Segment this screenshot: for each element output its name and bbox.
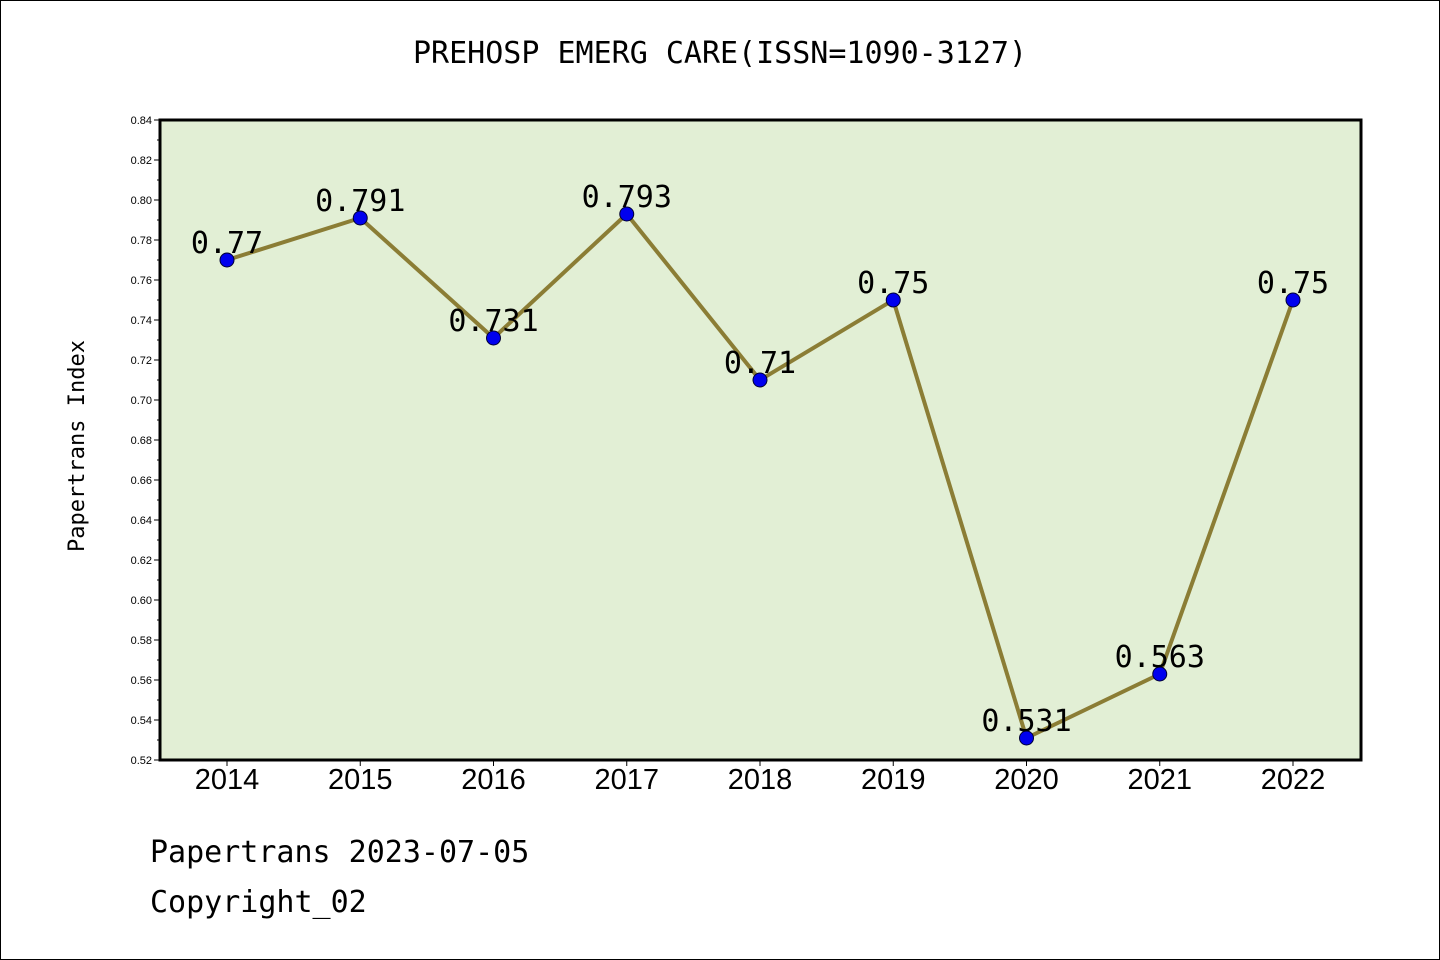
chart-title: PREHOSP EMERG CARE(ISSN=1090-3127) [412,36,1028,71]
data-point [486,330,501,346]
y-tick-label: 0.72 [131,355,152,367]
x-tick-label: 2019 [861,764,926,796]
data-point [1152,666,1168,682]
x-tick-label: 2016 [461,764,526,796]
data-markers [219,206,1301,746]
x-tick-label: 2015 [328,764,393,796]
x-axis: 2014 2015 2016 2017 2018 2019 2020 2021 2022 [195,760,1326,796]
data-label: 0.731 [448,304,538,339]
plot-area [158,118,1363,762]
data-point [1019,730,1034,746]
y-tick-label: 0.84 [131,115,152,127]
y-tick-label: 0.64 [131,515,152,527]
data-label: 0.75 [857,266,929,301]
data-label: 0.791 [315,184,405,219]
y-axis-label: Papertrans Index [65,340,90,552]
data-label: 0.77 [191,226,263,261]
data-label: 0.531 [981,704,1071,739]
data-point [619,206,635,222]
data-label: 0.71 [724,346,796,381]
y-tick-label: 0.80 [131,195,152,207]
x-tick-label: 2018 [728,764,793,796]
y-tick-label: 0.68 [131,435,152,447]
data-point [885,292,901,308]
y-tick-label: 0.78 [131,235,152,247]
y-axis: 0.52 0.54 0.56 0.58 0.60 0.62 0.64 0.66 0.68 0.70… [131,115,160,767]
x-tick-label: 2021 [1127,764,1192,796]
y-tick-label: 0.66 [131,475,152,487]
y-tick-label: 0.74 [131,315,152,327]
data-labels: 0.77 0.791 0.731 0.793 0.71 0.75 0.531 0.563 0.7… [191,180,1329,739]
data-point [752,372,768,388]
y-tick-label: 0.82 [131,155,152,167]
y-tick-label: 0.76 [131,275,152,287]
data-point [352,210,368,226]
x-tick-label: 2017 [594,764,659,796]
data-label: 0.75 [1257,266,1329,301]
y-tick-label: 0.52 [131,755,152,767]
y-tick-label: 0.54 [131,715,152,727]
x-tick-label: 2014 [195,764,260,796]
y-tick-label: 0.60 [131,595,152,607]
data-point [219,252,235,268]
y-tick-label: 0.70 [131,395,152,407]
data-point [1285,292,1301,308]
footer-date: Papertrans 2023-07-05 [150,835,530,870]
data-label: 0.793 [582,180,672,215]
x-tick-label: 2020 [994,764,1059,796]
data-label: 0.563 [1115,640,1205,675]
y-tick-label: 0.56 [131,675,152,687]
footer-copyright: Copyright_02 [150,885,367,920]
y-tick-label: 0.62 [131,555,152,567]
x-tick-label: 2022 [1261,764,1326,796]
y-tick-label: 0.58 [131,635,152,647]
